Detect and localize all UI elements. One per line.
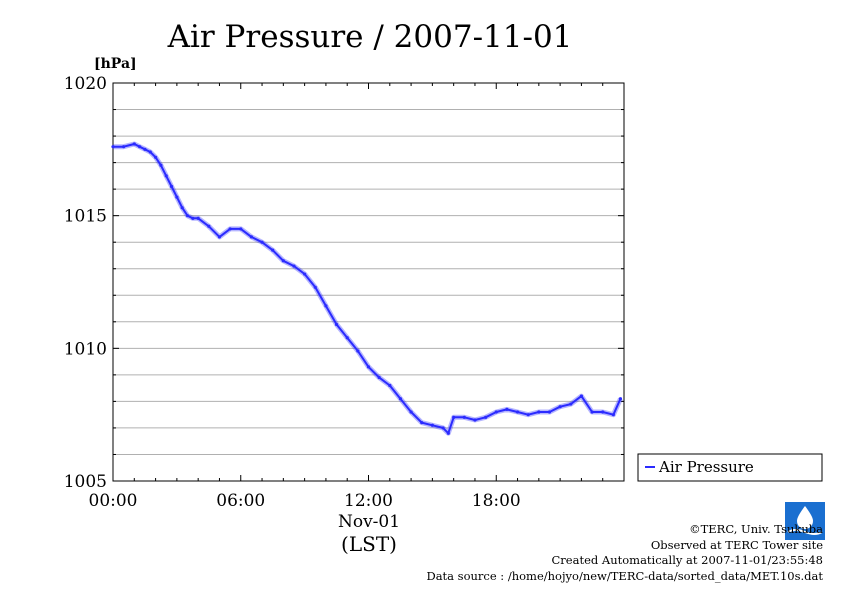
chart-title: Air Pressure / 2007-11-01 bbox=[167, 19, 573, 55]
data-point bbox=[446, 431, 450, 435]
data-point bbox=[292, 264, 296, 268]
x-tick-label: 18:00 bbox=[472, 491, 521, 511]
data-point bbox=[217, 235, 222, 239]
data-point bbox=[164, 174, 168, 178]
x-tick-label: 06:00 bbox=[216, 491, 265, 511]
terc-logo bbox=[785, 502, 825, 540]
series-halo bbox=[113, 141, 623, 436]
data-point bbox=[138, 145, 142, 149]
data-point bbox=[398, 397, 403, 401]
data-point bbox=[196, 216, 200, 220]
data-point bbox=[494, 410, 498, 414]
data-point bbox=[185, 214, 190, 218]
x-axis-date-label: Nov-01 bbox=[338, 512, 400, 532]
data-point bbox=[260, 240, 264, 244]
data-point bbox=[526, 413, 530, 417]
legend: Air Pressure bbox=[637, 453, 823, 482]
data-point bbox=[569, 402, 573, 406]
data-point bbox=[271, 248, 275, 252]
y-tick-label: 1015 bbox=[64, 207, 107, 227]
data-point bbox=[191, 216, 195, 220]
data-point bbox=[601, 410, 605, 414]
data-point bbox=[579, 394, 584, 398]
y-axis-unit: [hPa] bbox=[94, 56, 137, 72]
data-point bbox=[558, 405, 562, 409]
y-tick-label: 1005 bbox=[64, 472, 107, 492]
data-point bbox=[537, 410, 541, 414]
data-point bbox=[143, 147, 147, 151]
data-point bbox=[515, 410, 520, 414]
data-point bbox=[281, 259, 285, 263]
data-point bbox=[111, 145, 115, 149]
data-point bbox=[430, 423, 434, 427]
gridlines bbox=[113, 109, 624, 455]
data-point bbox=[611, 413, 615, 417]
data-point bbox=[452, 415, 456, 419]
data-point bbox=[169, 184, 174, 189]
data-point bbox=[334, 322, 339, 327]
x-axis: 00:00 06:00 12:00 18:00 bbox=[89, 83, 625, 511]
y-tick-label: 1010 bbox=[64, 339, 107, 359]
data-point bbox=[228, 227, 232, 231]
data-point bbox=[409, 410, 413, 414]
y-tick-label: 1020 bbox=[64, 74, 107, 94]
data-point bbox=[159, 163, 163, 167]
credit-source: Data source : /home/hojyo/new/TERC-data/… bbox=[426, 568, 823, 583]
plot-frame bbox=[112, 82, 625, 482]
data-point bbox=[377, 375, 381, 380]
data-point bbox=[239, 227, 243, 231]
credit-copyright: ©TERC, Univ. Tsukuba bbox=[689, 522, 823, 536]
legend-box bbox=[637, 453, 823, 482]
data-point bbox=[153, 155, 158, 159]
data-point bbox=[388, 383, 392, 388]
data-point bbox=[441, 426, 445, 430]
data-point bbox=[356, 349, 360, 353]
credit-site: Observed at TERC Tower site bbox=[650, 537, 823, 552]
data-point bbox=[148, 150, 152, 154]
data-point bbox=[313, 285, 317, 289]
data-point bbox=[345, 336, 349, 340]
credits-block: ©TERC, Univ. Tsukuba Observed at TERC To… bbox=[426, 522, 823, 584]
credit-created: Created Automatically at 2007-11-01/23:5… bbox=[551, 553, 824, 567]
legend-label: Air Pressure bbox=[658, 458, 754, 476]
data-point bbox=[420, 421, 424, 425]
series-line bbox=[113, 143, 622, 435]
series-air-pressure bbox=[111, 141, 623, 436]
data-point bbox=[180, 206, 184, 210]
data-point bbox=[249, 235, 253, 239]
x-axis-title: (LST) bbox=[341, 532, 397, 556]
x-tick-label: 12:00 bbox=[344, 491, 393, 511]
data-point bbox=[590, 410, 594, 414]
data-point bbox=[324, 304, 328, 308]
data-point bbox=[122, 145, 126, 149]
data-point bbox=[175, 195, 179, 199]
data-point bbox=[366, 365, 371, 369]
data-point bbox=[473, 418, 477, 422]
data-point bbox=[547, 410, 552, 414]
data-point bbox=[207, 224, 211, 228]
data-point bbox=[303, 272, 307, 276]
y-axis: 1005 1010 1015 1020 bbox=[64, 74, 624, 492]
data-point bbox=[484, 415, 488, 419]
x-tick-label: 00:00 bbox=[89, 491, 138, 511]
data-point bbox=[505, 407, 509, 411]
data-point bbox=[618, 397, 623, 401]
data-point bbox=[132, 142, 136, 146]
data-point bbox=[462, 415, 466, 419]
